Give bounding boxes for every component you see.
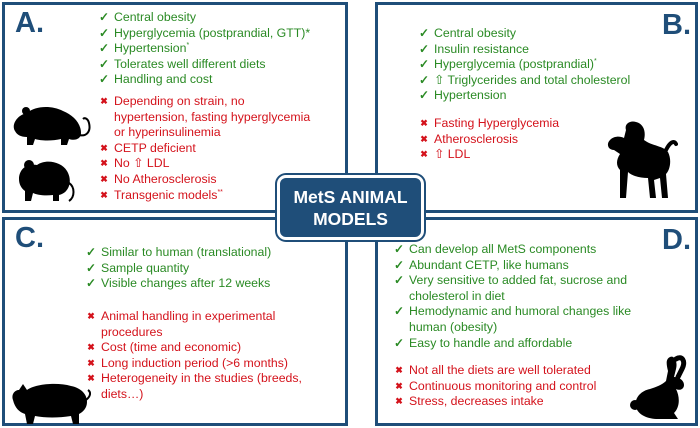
list-item: ✓ ⇧ Triglycerides and total cholesterol bbox=[418, 72, 631, 87]
list-item: ✓ Tolerates well different diets bbox=[98, 56, 266, 71]
advantages-list: ✓ Central obesity ✓ Insulin resistance ✓ Hy… bbox=[417, 26, 667, 104]
list-item: ✓ Sample quantity bbox=[85, 260, 190, 275]
list-item: ✓ Insulin resistance bbox=[418, 41, 530, 56]
list-item: ✖ Animal handling in experimental procedu… bbox=[87, 309, 276, 339]
list-item: ✓ Easy to handle and affordable bbox=[393, 335, 573, 350]
panel-letter: A. bbox=[15, 7, 44, 39]
list-item: ✖ ⇧ LDL bbox=[420, 147, 471, 162]
center-title-line1: MetS ANIMAL bbox=[293, 187, 408, 207]
list-item: ✖ Atherosclerosis bbox=[420, 131, 519, 146]
mouse-icon bbox=[19, 160, 75, 202]
list-item: ✓ Hypertension* bbox=[98, 41, 190, 56]
list-item: ✓ Visible changes after 12 weeks bbox=[85, 276, 271, 291]
list-item: ✓ Central obesity bbox=[418, 26, 517, 40]
list-item: ✖ No ⇧ LDL bbox=[100, 156, 170, 171]
center-title: MetS ANIMAL MODELS bbox=[277, 175, 424, 240]
disadvantages-list: ✖ Fasting Hyperglycemia ✖ Atherosclerosis … bbox=[417, 116, 637, 163]
disadvantages-list: ✖ Not all the diets are well tolerated ✖ C… bbox=[392, 363, 642, 410]
list-item: ✓ Very sensitive to added fat, sucrose an… bbox=[393, 273, 628, 303]
panel-letter: D. bbox=[662, 224, 691, 256]
list-item: ✖ Cost (time and economic) bbox=[87, 340, 242, 355]
list-item: ✓ Can develop all MetS components bbox=[393, 242, 597, 256]
list-item: ✓ Handling and cost bbox=[98, 72, 213, 87]
list-item: ✖ Depending on strain, no hypertension, f… bbox=[100, 94, 311, 140]
panel-d-rabbit: D. ✓ Can develop all MetS components ✓ Abu… bbox=[375, 217, 698, 426]
advantages-list: ✓ Central obesity ✓ Hyperglycemia (postpra… bbox=[97, 10, 347, 88]
list-item: ✓ Hypertension bbox=[418, 88, 507, 103]
panel-letter: B. bbox=[662, 9, 691, 41]
list-item: ✖ Stress, decreases intake bbox=[395, 394, 544, 409]
pig-icon bbox=[12, 383, 91, 424]
list-item: ✓ Hyperglycemia (postprandial)* bbox=[418, 57, 597, 72]
panel-letter: C. bbox=[15, 222, 44, 254]
list-item: ✖ CETP deficient bbox=[100, 140, 196, 155]
panel-a-rodent: A. ✓ Central obesity ✓ Hyperglycemia (post… bbox=[2, 2, 348, 213]
list-item: ✖ Fasting Hyperglycemia bbox=[420, 116, 560, 130]
advantages-list: ✓ Can develop all MetS components ✓ Abunda… bbox=[392, 242, 647, 351]
list-item: ✖ Not all the diets are well tolerated bbox=[395, 363, 591, 377]
rabbit-icon bbox=[630, 355, 687, 419]
list-item: ✖ No Atherosclerosis bbox=[100, 171, 217, 186]
list-item: ✓ Abundant CETP, like humans bbox=[393, 257, 569, 272]
panel-c-pig: C. ✓ Similar to human (translational) ✓ Sa… bbox=[2, 217, 348, 426]
list-item: ✖ Heterogeneity in the studies (breeds, d… bbox=[87, 371, 302, 401]
rat-icon bbox=[13, 107, 91, 145]
disadvantages-list: ✖ Depending on strain, no hypertension, f… bbox=[97, 94, 317, 203]
disadvantages-list: ✖ Animal handling in experimental procedu… bbox=[84, 309, 324, 403]
list-item: ✓ Hyperglycemia (postprandial, GTT)* bbox=[98, 25, 311, 40]
advantages-list: ✓ Similar to human (translational) ✓ Sampl… bbox=[84, 245, 334, 292]
center-title-line2: MODELS bbox=[313, 209, 388, 229]
list-item: ✖ Transgenic models** bbox=[100, 187, 223, 202]
list-item: ✖ Continuous monitoring and control bbox=[395, 378, 597, 393]
list-item: ✓ Hemodynamic and humoral changes like hu… bbox=[393, 304, 632, 334]
list-item: ✓ Similar to human (translational) bbox=[85, 245, 272, 259]
panel-b-dog: B. ✓ Central obesity ✓ Insulin resistance … bbox=[375, 2, 698, 213]
list-item: ✖ Long induction period (>6 months) bbox=[87, 355, 288, 370]
dog-icon bbox=[607, 121, 678, 198]
list-item: ✓ Central obesity bbox=[98, 10, 197, 24]
